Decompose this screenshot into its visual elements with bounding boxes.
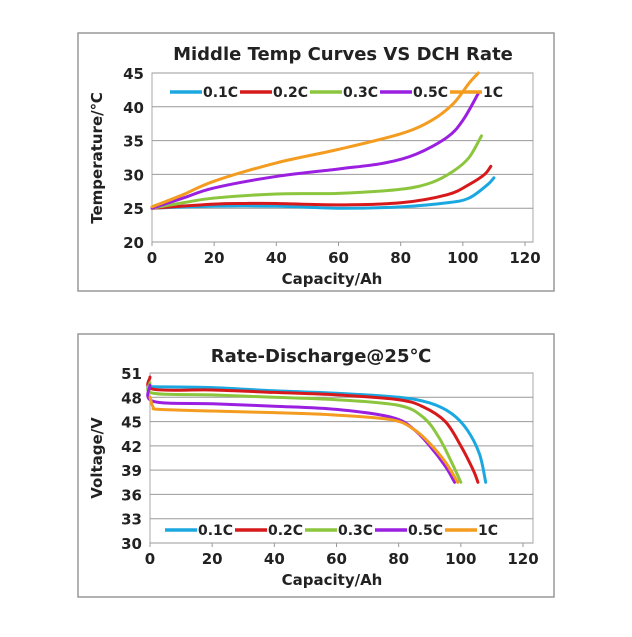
x-axis-label: Capacity/Ah: [282, 571, 383, 589]
series-line-0.3C: [146, 381, 463, 484]
x-tick-label: 100: [445, 550, 476, 568]
series-line-0.2C: [150, 164, 493, 210]
y-tick-label: 25: [123, 200, 144, 218]
x-tick-label: 0: [145, 550, 155, 568]
series-line-0.1C: [150, 176, 496, 210]
y-tick-label: 45: [121, 414, 142, 432]
series-line-1C: [150, 71, 480, 209]
y-tick-label: 30: [123, 166, 144, 184]
y-axis-label: Temperature/℃: [88, 92, 106, 224]
legend-label: 1C: [478, 523, 498, 539]
series-line-0.5C: [146, 383, 457, 484]
legend-label: 0.2C: [268, 523, 303, 539]
legend: 0.1C 0.2C 0.3C 0.5C 1C: [170, 85, 503, 101]
x-tick-label: 80: [390, 249, 411, 267]
x-tick-label: 20: [202, 550, 223, 568]
x-tick-label: 80: [388, 550, 409, 568]
y-tick-label: 51: [121, 365, 142, 383]
chart-title: Rate-Discharge@25℃: [211, 346, 432, 367]
y-tick-label: 45: [123, 65, 144, 83]
legend-label: 1C: [483, 85, 503, 101]
legend-label: 0.1C: [203, 85, 238, 101]
x-axis-label: Capacity/Ah: [282, 270, 383, 288]
series-line-1C: [148, 395, 460, 484]
x-tick-label: 120: [507, 550, 538, 568]
y-tick-label: 20: [123, 234, 144, 252]
temperature-chart: Middle Temp Curves VS DCH Rate Capacity/…: [77, 32, 555, 292]
x-tick-label: 40: [266, 249, 287, 267]
x-tick-label: 20: [204, 249, 225, 267]
y-tick-label: 33: [121, 511, 142, 529]
series-line-0.1C: [146, 385, 488, 484]
x-tick-label: 0: [147, 249, 157, 267]
voltage-chart: Rate-Discharge@25℃ Capacity/Ah Voltage/V…: [77, 333, 555, 598]
legend-label: 0.2C: [273, 85, 308, 101]
x-tick-label: 60: [326, 550, 347, 568]
legend-label: 0.1C: [198, 523, 233, 539]
series-line-0.3C: [150, 134, 483, 210]
x-tick-label: 60: [328, 249, 349, 267]
x-tick-label: 40: [264, 550, 285, 568]
chart-title: Middle Temp Curves VS DCH Rate: [173, 44, 513, 65]
y-tick-label: 35: [123, 133, 144, 151]
y-tick-label: 40: [123, 99, 144, 117]
legend-label: 0.3C: [338, 523, 373, 539]
legend-label: 0.5C: [408, 523, 443, 539]
y-tick-label: 39: [121, 462, 142, 480]
y-tick-label: 42: [121, 438, 142, 456]
y-tick-label: 48: [121, 389, 142, 407]
y-tick-label: 36: [121, 486, 142, 504]
legend-label: 0.5C: [413, 85, 448, 101]
plot-area: [149, 372, 534, 544]
y-axis-label: Voltage/V: [88, 417, 106, 499]
y-tick-label: 30: [121, 535, 142, 553]
legend-label: 0.3C: [343, 85, 378, 101]
legend: 0.1C 0.2C 0.3C 0.5C 1C: [165, 523, 498, 539]
x-tick-label: 120: [509, 249, 540, 267]
series-line-0.5C: [150, 91, 480, 210]
series-line-0.2C: [146, 375, 480, 484]
x-tick-label: 100: [447, 249, 478, 267]
